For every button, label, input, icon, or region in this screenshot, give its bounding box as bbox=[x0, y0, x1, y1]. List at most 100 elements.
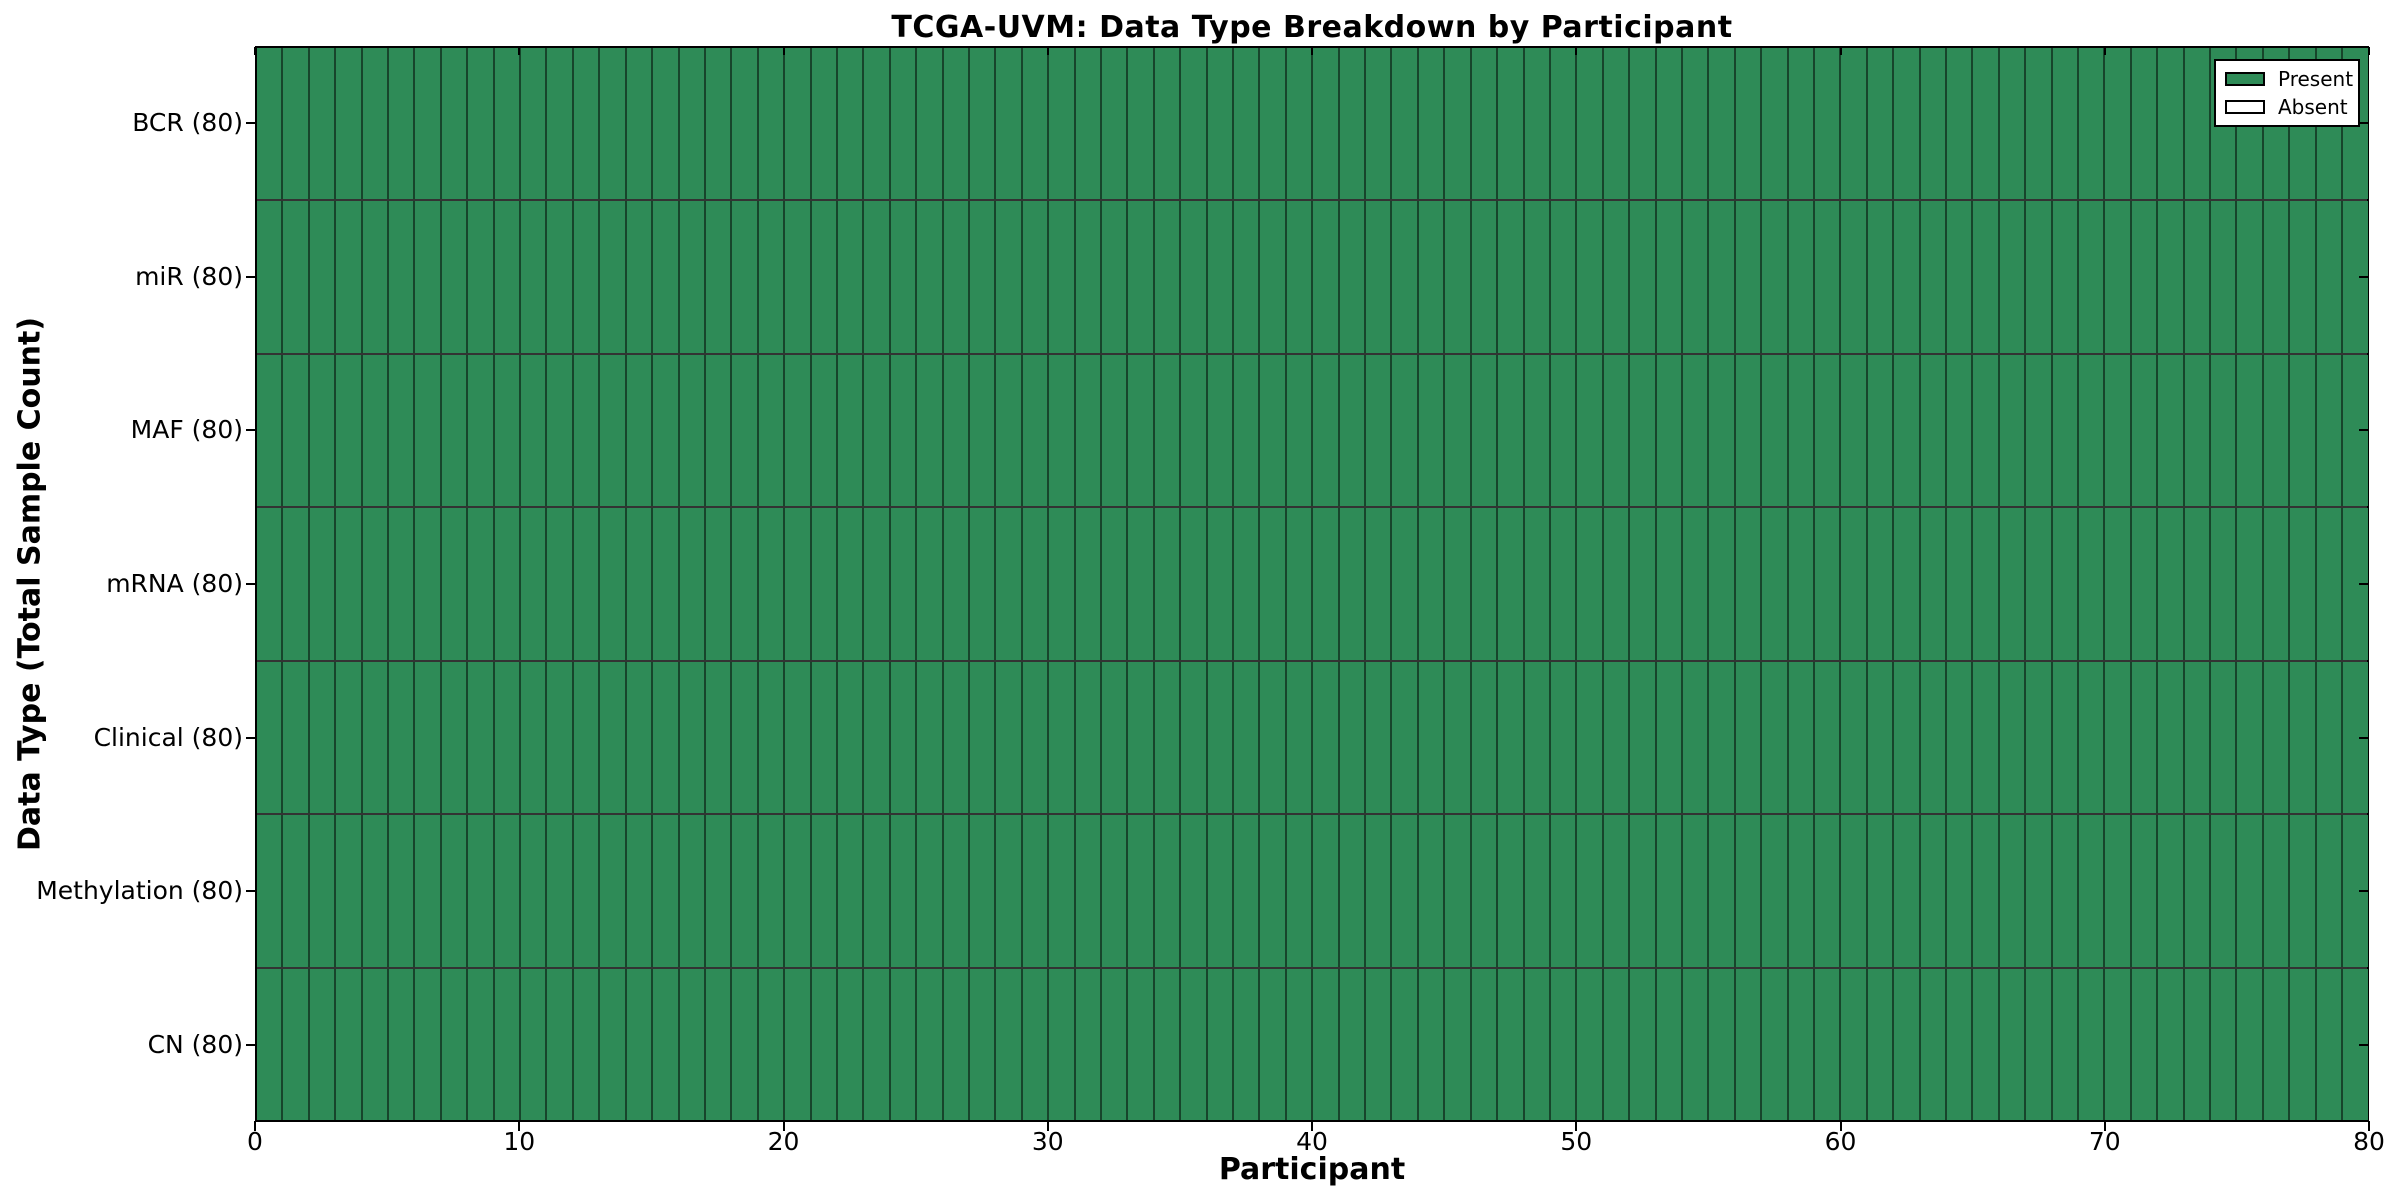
participant-cell bbox=[1575, 354, 1602, 507]
participant-cell bbox=[730, 354, 757, 507]
participant-cell bbox=[756, 968, 784, 1120]
participant-cell bbox=[1416, 661, 1444, 814]
participant-cell bbox=[492, 968, 520, 1120]
participant-cell bbox=[1205, 201, 1233, 353]
participant-cell bbox=[1073, 48, 1100, 200]
participant-cell bbox=[1997, 661, 2025, 814]
x-axis-tick-label: 0 bbox=[247, 1127, 263, 1156]
participant-cell bbox=[888, 508, 916, 660]
participant-cell bbox=[2103, 815, 2130, 967]
participant-cell bbox=[2077, 48, 2104, 200]
participant-cell bbox=[439, 661, 467, 814]
participant-cell bbox=[1733, 968, 1761, 1120]
participant-cell bbox=[1390, 201, 1417, 353]
participant-cell bbox=[2050, 201, 2078, 353]
participant-cell bbox=[677, 354, 704, 507]
y-axis-tick-mark-right bbox=[2359, 890, 2368, 893]
participant-cell bbox=[941, 661, 968, 814]
participant-cell bbox=[2288, 508, 2315, 660]
participant-cell bbox=[915, 48, 942, 200]
participant-cell bbox=[1680, 48, 1708, 200]
participant-cell bbox=[651, 815, 678, 967]
participant-cell bbox=[1047, 815, 1074, 967]
participant-cell bbox=[1284, 354, 1312, 507]
participant-cell bbox=[809, 354, 836, 507]
participant-cell bbox=[651, 968, 678, 1120]
participant-cell bbox=[677, 815, 704, 967]
participant-cell bbox=[1786, 48, 1813, 200]
participant-cell bbox=[1786, 815, 1813, 967]
participant-cell bbox=[730, 815, 757, 967]
participant-cell bbox=[1812, 48, 1840, 200]
participant-cell bbox=[1020, 508, 1048, 660]
participant-cell bbox=[334, 968, 361, 1120]
participant-cell bbox=[387, 48, 414, 200]
participant-cell bbox=[941, 508, 968, 660]
participant-cell bbox=[1073, 508, 1100, 660]
participant-cell bbox=[1812, 815, 1840, 967]
participant-cell bbox=[2156, 968, 2183, 1120]
participant-cell bbox=[1839, 48, 1866, 200]
participant-cell bbox=[1839, 815, 1866, 967]
y-axis-tick-mark-left bbox=[246, 275, 256, 278]
data-type-row-mir bbox=[257, 201, 2368, 355]
x-axis-tick-label: 10 bbox=[503, 1127, 536, 1156]
participant-cell bbox=[2314, 815, 2342, 967]
participant-cell bbox=[1786, 354, 1813, 507]
participant-cell bbox=[967, 48, 995, 200]
participant-cell bbox=[545, 661, 572, 814]
participant-cell bbox=[571, 968, 599, 1120]
participant-cell bbox=[1522, 661, 1549, 814]
participant-cell bbox=[360, 48, 388, 200]
participant-cell bbox=[466, 815, 493, 967]
participant-cell bbox=[994, 968, 1021, 1120]
y-axis-tick-label: Clinical (80) bbox=[93, 722, 243, 752]
participant-cell bbox=[1654, 354, 1681, 507]
participant-cell bbox=[1628, 968, 1655, 1120]
participant-cell bbox=[1786, 968, 1813, 1120]
participant-cell bbox=[1152, 354, 1180, 507]
participant-cell bbox=[1707, 201, 1734, 353]
participant-cell bbox=[1945, 354, 1972, 507]
participant-cell bbox=[651, 354, 678, 507]
participant-cell bbox=[492, 48, 520, 200]
participant-cell bbox=[257, 508, 282, 660]
participant-cell bbox=[598, 968, 625, 1120]
participant-cell bbox=[1707, 354, 1734, 507]
y-axis-tick-label: miR (80) bbox=[135, 261, 243, 291]
participant-cell bbox=[545, 354, 572, 507]
participant-cell bbox=[519, 815, 546, 967]
participant-cell bbox=[862, 354, 889, 507]
participant-cell bbox=[1548, 201, 1576, 353]
participant-cell bbox=[1152, 48, 1180, 200]
participant-cell bbox=[1733, 201, 1761, 353]
participant-cell bbox=[466, 508, 493, 660]
participant-cell bbox=[1152, 201, 1180, 353]
data-type-row-maf bbox=[257, 354, 2368, 509]
participant-cell bbox=[1680, 201, 1708, 353]
participant-cell bbox=[809, 48, 836, 200]
participant-cell bbox=[1416, 201, 1444, 353]
participant-cell bbox=[1865, 661, 1893, 814]
participant-cell bbox=[1179, 968, 1206, 1120]
participant-cell bbox=[1337, 968, 1365, 1120]
participant-cell bbox=[1522, 48, 1549, 200]
participant-cell bbox=[994, 508, 1021, 660]
participant-cell bbox=[1152, 508, 1180, 660]
participant-cell bbox=[1416, 968, 1444, 1120]
participant-cell bbox=[2103, 354, 2130, 507]
participant-cell bbox=[1812, 968, 1840, 1120]
participant-cell bbox=[1337, 354, 1365, 507]
participant-cell bbox=[915, 661, 942, 814]
participant-cell bbox=[2288, 354, 2315, 507]
y-axis-tick-mark-left bbox=[246, 121, 256, 124]
participant-cell bbox=[334, 201, 361, 353]
participant-cell bbox=[1575, 48, 1602, 200]
participant-cell bbox=[598, 354, 625, 507]
participant-cell bbox=[624, 508, 652, 660]
participant-cell bbox=[1416, 508, 1444, 660]
participant-cell bbox=[1205, 48, 1233, 200]
participant-cell bbox=[387, 201, 414, 353]
participant-cell bbox=[387, 968, 414, 1120]
